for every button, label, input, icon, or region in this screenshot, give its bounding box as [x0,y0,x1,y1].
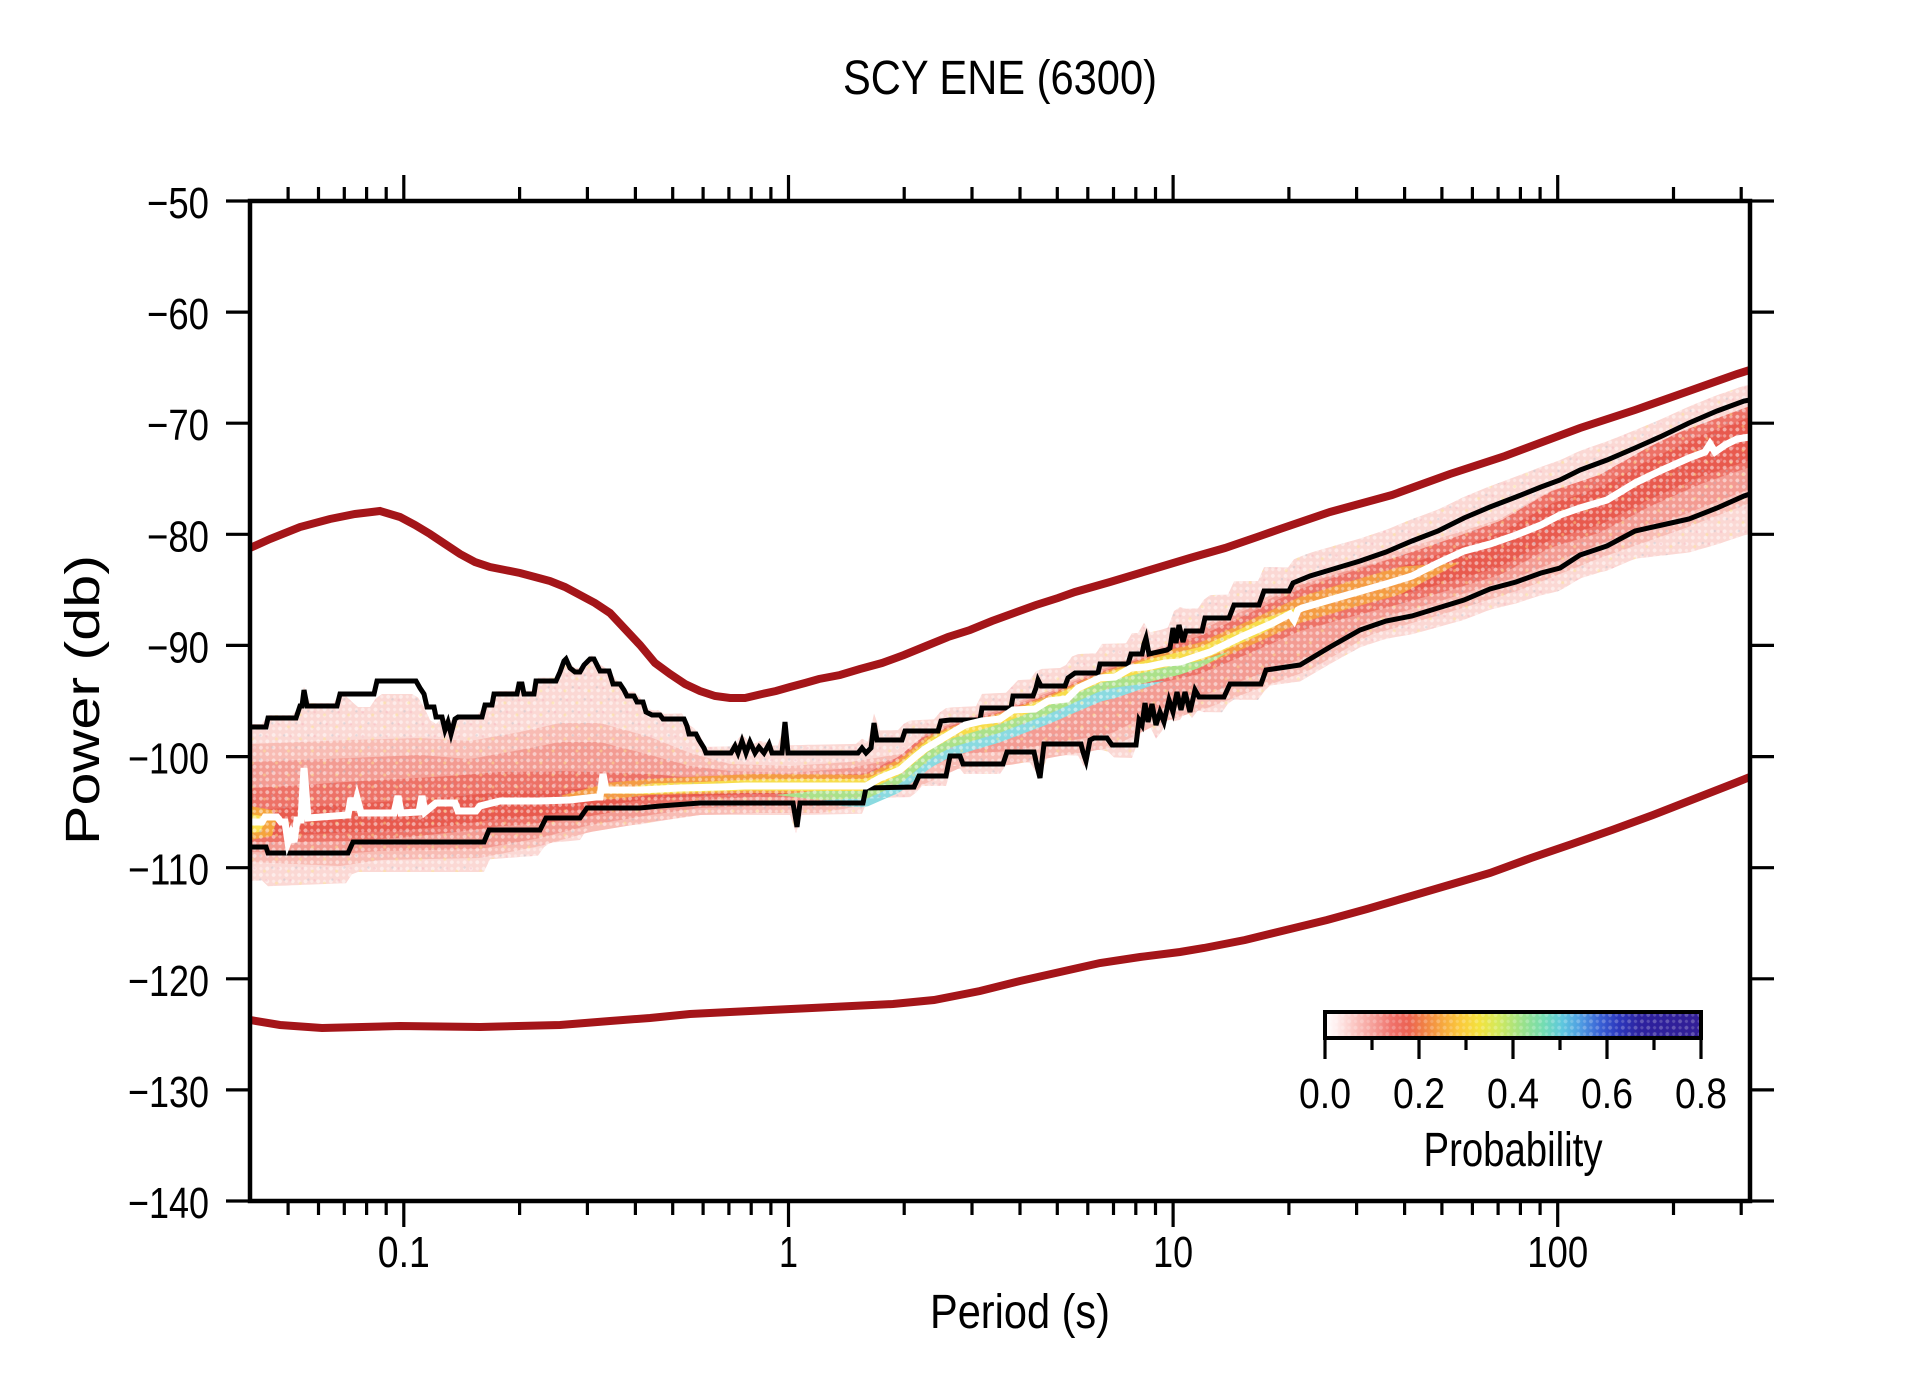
svg-text:−80: −80 [147,512,209,561]
svg-text:100: 100 [1527,1228,1588,1277]
svg-text:−140: −140 [128,1179,209,1228]
svg-text:0.1: 0.1 [378,1228,430,1277]
svg-text:−90: −90 [147,623,209,672]
svg-text:−130: −130 [128,1068,209,1117]
svg-text:−70: −70 [147,401,209,450]
svg-text:Probability: Probability [1424,1124,1603,1177]
svg-text:Power (db): Power (db) [57,555,110,845]
svg-text:0.0: 0.0 [1299,1070,1351,1118]
svg-text:−50: −50 [147,179,209,228]
svg-text:−110: −110 [128,846,209,895]
svg-text:0.2: 0.2 [1393,1070,1445,1118]
svg-text:0.8: 0.8 [1675,1070,1727,1118]
svg-text:10: 10 [1153,1228,1193,1277]
svg-text:1: 1 [779,1228,798,1277]
svg-text:SCY ENE (6300): SCY ENE (6300) [843,52,1157,105]
svg-text:Period (s): Period (s) [930,1286,1110,1339]
svg-text:−100: −100 [128,735,209,784]
svg-text:0.6: 0.6 [1581,1070,1633,1118]
svg-text:−120: −120 [128,957,209,1006]
svg-text:−60: −60 [147,290,209,339]
svg-text:0.4: 0.4 [1487,1070,1539,1118]
